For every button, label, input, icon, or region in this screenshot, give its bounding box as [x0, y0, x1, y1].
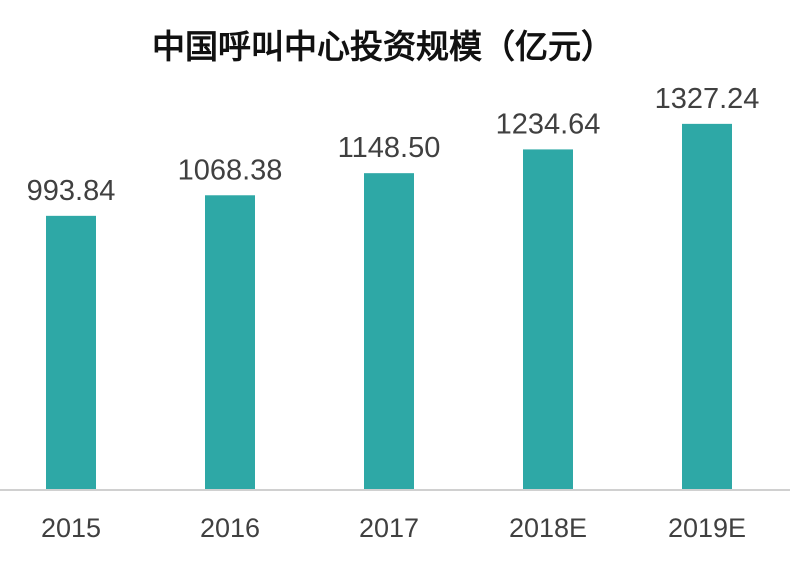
data-label-2019E: 1327.24 [655, 83, 760, 115]
x-tick-label-2019E: 2019E [668, 513, 746, 543]
x-tick-label-2018E: 2018E [509, 513, 587, 543]
bar-2019E [682, 123, 732, 490]
data-label-2016: 1068.38 [178, 154, 283, 186]
bar-2017 [364, 173, 414, 490]
chart-title: 中国呼叫中心投资规模（亿元） [152, 27, 614, 66]
x-tick-label-2016: 2016 [200, 513, 260, 543]
x-tick-label-2015: 2015 [41, 513, 101, 543]
data-label-2015: 993.84 [27, 175, 116, 207]
bar-2018E [523, 149, 573, 490]
bar-2016 [205, 195, 255, 490]
x-tick-label-2017: 2017 [359, 513, 419, 543]
bar-2015 [46, 215, 96, 491]
bar-chart-marks: 993.84 2015 1068.38 2016 1148.50 2017 1234.64 2… [27, 83, 760, 543]
data-label-2017: 1148.50 [338, 132, 441, 164]
data-label-2018E: 1234.64 [496, 108, 601, 140]
